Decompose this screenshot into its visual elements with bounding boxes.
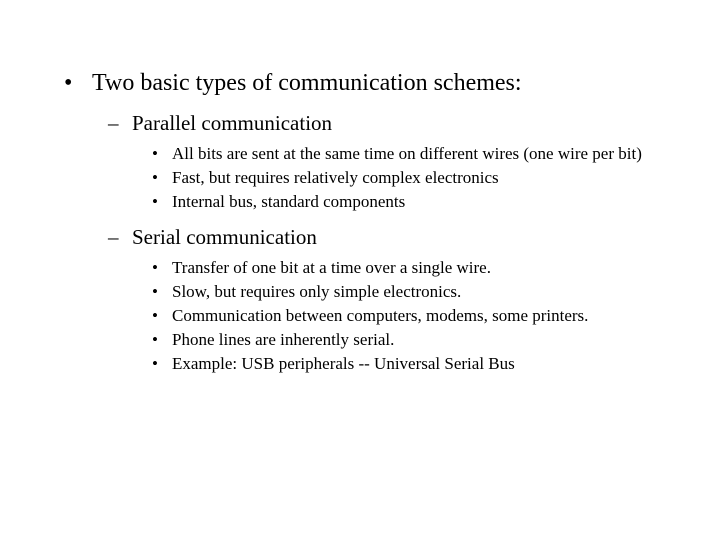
item-text: Example: USB peripherals -- Universal Se… xyxy=(172,353,680,375)
bullet-level3: • xyxy=(152,257,172,279)
item-text: Internal bus, standard components xyxy=(172,191,680,213)
sub2-text: Serial communication xyxy=(132,225,317,249)
list-item: • Fast, but requires relatively complex … xyxy=(152,167,680,189)
list-item: • Slow, but requires only simple electro… xyxy=(152,281,680,303)
sub1-line: –Parallel communication xyxy=(108,110,680,137)
bullet-level3: • xyxy=(152,281,172,303)
list-item: • All bits are sent at the same time on … xyxy=(152,143,680,165)
main-text: Two basic types of communication schemes… xyxy=(92,70,522,96)
item-text: Communication between computers, modems,… xyxy=(172,305,680,327)
item-text: Phone lines are inherently serial. xyxy=(172,329,680,351)
sub1-items: • All bits are sent at the same time on … xyxy=(152,143,680,213)
bullet-level3: • xyxy=(152,143,172,165)
bullet-level3: • xyxy=(152,329,172,351)
dash-sub1: – xyxy=(108,110,132,137)
item-text: All bits are sent at the same time on di… xyxy=(172,143,680,165)
list-item: • Internal bus, standard components xyxy=(152,191,680,213)
bullet-level1: • xyxy=(64,68,92,98)
main-bullet-line: •Two basic types of communication scheme… xyxy=(64,68,680,98)
sub2-line: –Serial communication xyxy=(108,224,680,251)
list-item: • Example: USB peripherals -- Universal … xyxy=(152,353,680,375)
bullet-level3: • xyxy=(152,305,172,327)
dash-sub2: – xyxy=(108,224,132,251)
bullet-level3: • xyxy=(152,167,172,189)
sub2-items: • Transfer of one bit at a time over a s… xyxy=(152,257,680,375)
item-text: Fast, but requires relatively complex el… xyxy=(172,167,680,189)
bullet-level3: • xyxy=(152,353,172,375)
list-item: • Phone lines are inherently serial. xyxy=(152,329,680,351)
item-text: Slow, but requires only simple electroni… xyxy=(172,281,680,303)
list-item: • Communication between computers, modem… xyxy=(152,305,680,327)
sub1-text: Parallel communication xyxy=(132,111,332,135)
list-item: • Transfer of one bit at a time over a s… xyxy=(152,257,680,279)
bullet-level3: • xyxy=(152,191,172,213)
item-text: Transfer of one bit at a time over a sin… xyxy=(172,257,680,279)
